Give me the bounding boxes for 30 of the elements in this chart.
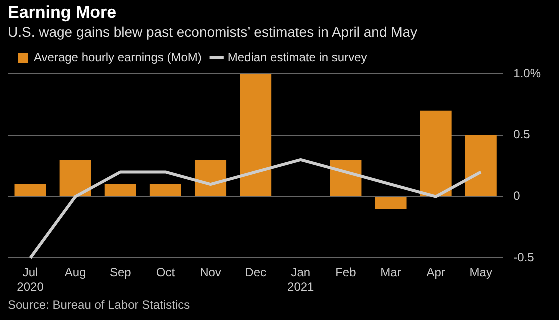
x-tick-label: Apr: [426, 266, 446, 280]
y-tick-label: 1.0%: [514, 66, 542, 80]
bar: [330, 160, 362, 196]
y-tick-label: -0.5: [514, 250, 535, 265]
bar: [465, 135, 497, 196]
legend-label: Median estimate in survey: [228, 50, 368, 64]
x-tick-label: May: [470, 266, 492, 280]
x-tick-label: Oct: [156, 266, 176, 280]
chart-title: Earning More: [8, 3, 117, 23]
bar: [240, 74, 272, 196]
x-tick-label: Nov: [200, 266, 222, 280]
bar: [60, 160, 92, 196]
source-note: Source: Bureau of Labor Statistics: [8, 298, 190, 312]
x-tick-label: Jan 2021: [288, 266, 315, 294]
bar: [150, 184, 182, 196]
chart-subtitle: U.S. wage gains blew past economists’ estimates in April and May: [8, 24, 418, 40]
bar: [375, 197, 407, 210]
bar: [194, 160, 227, 196]
x-tick-label: Aug: [64, 266, 86, 280]
y-tick-label: 0: [514, 189, 521, 204]
bar: [14, 184, 46, 196]
bar: [104, 184, 136, 196]
bar: [420, 110, 452, 196]
y-tick-label: 0.5: [514, 128, 531, 142]
legend-label: Average hourly earnings (MoM): [34, 50, 202, 64]
x-tick-label: Mar: [380, 266, 402, 280]
x-tick-label: Jul 2020: [17, 266, 44, 294]
x-tick-label: Feb: [336, 266, 357, 280]
x-tick-label: Dec: [245, 266, 266, 280]
x-tick-label: Sep: [110, 266, 132, 280]
